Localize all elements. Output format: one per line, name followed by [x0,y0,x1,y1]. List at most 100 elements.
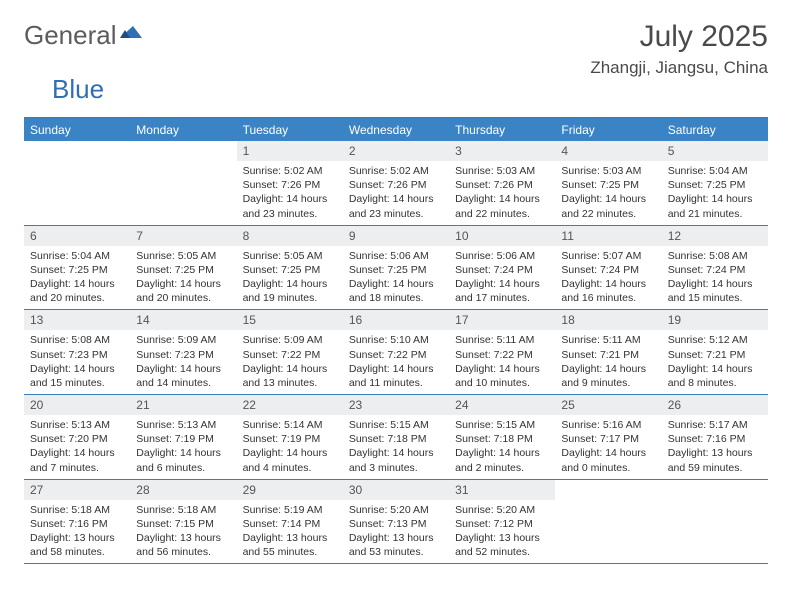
day-number: 21 [130,395,236,415]
day-cell: 5Sunrise: 5:04 AMSunset: 7:25 PMDaylight… [662,141,768,225]
day-number: 2 [343,141,449,161]
day-cell: 8Sunrise: 5:05 AMSunset: 7:25 PMDaylight… [237,226,343,310]
weekday-header: Monday [130,119,236,141]
sunrise-line: Sunrise: 5:14 AM [243,418,337,432]
sunset-line: Sunset: 7:22 PM [455,348,549,362]
day-detail: Sunrise: 5:02 AMSunset: 7:26 PMDaylight:… [343,161,449,225]
weeks-container: 1Sunrise: 5:02 AMSunset: 7:26 PMDaylight… [24,141,768,564]
day-number: 7 [130,226,236,246]
sunrise-line: Sunrise: 5:02 AM [349,164,443,178]
sunset-line: Sunset: 7:25 PM [561,178,655,192]
week-row: 6Sunrise: 5:04 AMSunset: 7:25 PMDaylight… [24,226,768,311]
day-cell [130,141,236,225]
sunset-line: Sunset: 7:19 PM [136,432,230,446]
sunset-line: Sunset: 7:20 PM [30,432,124,446]
sunrise-line: Sunrise: 5:08 AM [30,333,124,347]
daylight-line: Daylight: 14 hours and 2 minutes. [455,446,549,474]
day-cell: 26Sunrise: 5:17 AMSunset: 7:16 PMDayligh… [662,395,768,479]
day-detail: Sunrise: 5:16 AMSunset: 7:17 PMDaylight:… [555,415,661,479]
day-number: 9 [343,226,449,246]
day-cell: 10Sunrise: 5:06 AMSunset: 7:24 PMDayligh… [449,226,555,310]
day-cell: 18Sunrise: 5:11 AMSunset: 7:21 PMDayligh… [555,310,661,394]
sunrise-line: Sunrise: 5:15 AM [455,418,549,432]
sunset-line: Sunset: 7:25 PM [668,178,762,192]
sunrise-line: Sunrise: 5:07 AM [561,249,655,263]
logo-word2: Blue [52,74,104,104]
daylight-line: Daylight: 13 hours and 53 minutes. [349,531,443,559]
sunset-line: Sunset: 7:16 PM [30,517,124,531]
day-cell: 30Sunrise: 5:20 AMSunset: 7:13 PMDayligh… [343,480,449,564]
day-cell: 31Sunrise: 5:20 AMSunset: 7:12 PMDayligh… [449,480,555,564]
sunset-line: Sunset: 7:17 PM [561,432,655,446]
day-number: 13 [24,310,130,330]
day-number: 26 [662,395,768,415]
sunset-line: Sunset: 7:21 PM [668,348,762,362]
day-detail: Sunrise: 5:06 AMSunset: 7:24 PMDaylight:… [449,246,555,310]
day-number: 22 [237,395,343,415]
day-number [662,480,768,500]
day-cell: 24Sunrise: 5:15 AMSunset: 7:18 PMDayligh… [449,395,555,479]
sunrise-line: Sunrise: 5:05 AM [136,249,230,263]
sunrise-line: Sunrise: 5:04 AM [30,249,124,263]
daylight-line: Daylight: 14 hours and 4 minutes. [243,446,337,474]
daylight-line: Daylight: 14 hours and 6 minutes. [136,446,230,474]
daylight-line: Daylight: 14 hours and 21 minutes. [668,192,762,220]
sunrise-line: Sunrise: 5:19 AM [243,503,337,517]
day-number: 6 [24,226,130,246]
weekday-header: Thursday [449,119,555,141]
sunrise-line: Sunrise: 5:13 AM [136,418,230,432]
sunrise-line: Sunrise: 5:03 AM [455,164,549,178]
day-cell: 12Sunrise: 5:08 AMSunset: 7:24 PMDayligh… [662,226,768,310]
day-detail: Sunrise: 5:11 AMSunset: 7:21 PMDaylight:… [555,330,661,394]
weekday-header: Friday [555,119,661,141]
weekday-header: Tuesday [237,119,343,141]
sunrise-line: Sunrise: 5:16 AM [561,418,655,432]
sunrise-line: Sunrise: 5:06 AM [455,249,549,263]
daylight-line: Daylight: 14 hours and 14 minutes. [136,362,230,390]
sunset-line: Sunset: 7:24 PM [561,263,655,277]
day-cell: 3Sunrise: 5:03 AMSunset: 7:26 PMDaylight… [449,141,555,225]
day-cell: 22Sunrise: 5:14 AMSunset: 7:19 PMDayligh… [237,395,343,479]
daylight-line: Daylight: 14 hours and 0 minutes. [561,446,655,474]
day-cell: 28Sunrise: 5:18 AMSunset: 7:15 PMDayligh… [130,480,236,564]
day-detail: Sunrise: 5:20 AMSunset: 7:13 PMDaylight:… [343,500,449,564]
daylight-line: Daylight: 14 hours and 16 minutes. [561,277,655,305]
sunset-line: Sunset: 7:26 PM [455,178,549,192]
sunrise-line: Sunrise: 5:02 AM [243,164,337,178]
sunset-line: Sunset: 7:12 PM [455,517,549,531]
day-number: 16 [343,310,449,330]
day-detail: Sunrise: 5:19 AMSunset: 7:14 PMDaylight:… [237,500,343,564]
daylight-line: Daylight: 14 hours and 18 minutes. [349,277,443,305]
sunset-line: Sunset: 7:21 PM [561,348,655,362]
day-detail: Sunrise: 5:06 AMSunset: 7:25 PMDaylight:… [343,246,449,310]
sunrise-line: Sunrise: 5:12 AM [668,333,762,347]
day-number: 19 [662,310,768,330]
day-detail: Sunrise: 5:18 AMSunset: 7:15 PMDaylight:… [130,500,236,564]
day-cell: 13Sunrise: 5:08 AMSunset: 7:23 PMDayligh… [24,310,130,394]
day-cell: 25Sunrise: 5:16 AMSunset: 7:17 PMDayligh… [555,395,661,479]
daylight-line: Daylight: 14 hours and 15 minutes. [30,362,124,390]
sunrise-line: Sunrise: 5:15 AM [349,418,443,432]
day-cell: 20Sunrise: 5:13 AMSunset: 7:20 PMDayligh… [24,395,130,479]
day-detail: Sunrise: 5:05 AMSunset: 7:25 PMDaylight:… [130,246,236,310]
day-number: 29 [237,480,343,500]
sunset-line: Sunset: 7:15 PM [136,517,230,531]
week-row: 1Sunrise: 5:02 AMSunset: 7:26 PMDaylight… [24,141,768,226]
day-number: 1 [237,141,343,161]
day-number: 24 [449,395,555,415]
day-detail: Sunrise: 5:09 AMSunset: 7:22 PMDaylight:… [237,330,343,394]
day-detail: Sunrise: 5:17 AMSunset: 7:16 PMDaylight:… [662,415,768,479]
day-number: 10 [449,226,555,246]
daylight-line: Daylight: 14 hours and 17 minutes. [455,277,549,305]
day-number: 31 [449,480,555,500]
day-cell: 19Sunrise: 5:12 AMSunset: 7:21 PMDayligh… [662,310,768,394]
day-number: 12 [662,226,768,246]
day-number: 17 [449,310,555,330]
day-number [24,141,130,161]
day-number: 30 [343,480,449,500]
day-cell: 27Sunrise: 5:18 AMSunset: 7:16 PMDayligh… [24,480,130,564]
day-detail: Sunrise: 5:09 AMSunset: 7:23 PMDaylight:… [130,330,236,394]
day-detail: Sunrise: 5:15 AMSunset: 7:18 PMDaylight:… [343,415,449,479]
sunset-line: Sunset: 7:25 PM [349,263,443,277]
day-number: 20 [24,395,130,415]
